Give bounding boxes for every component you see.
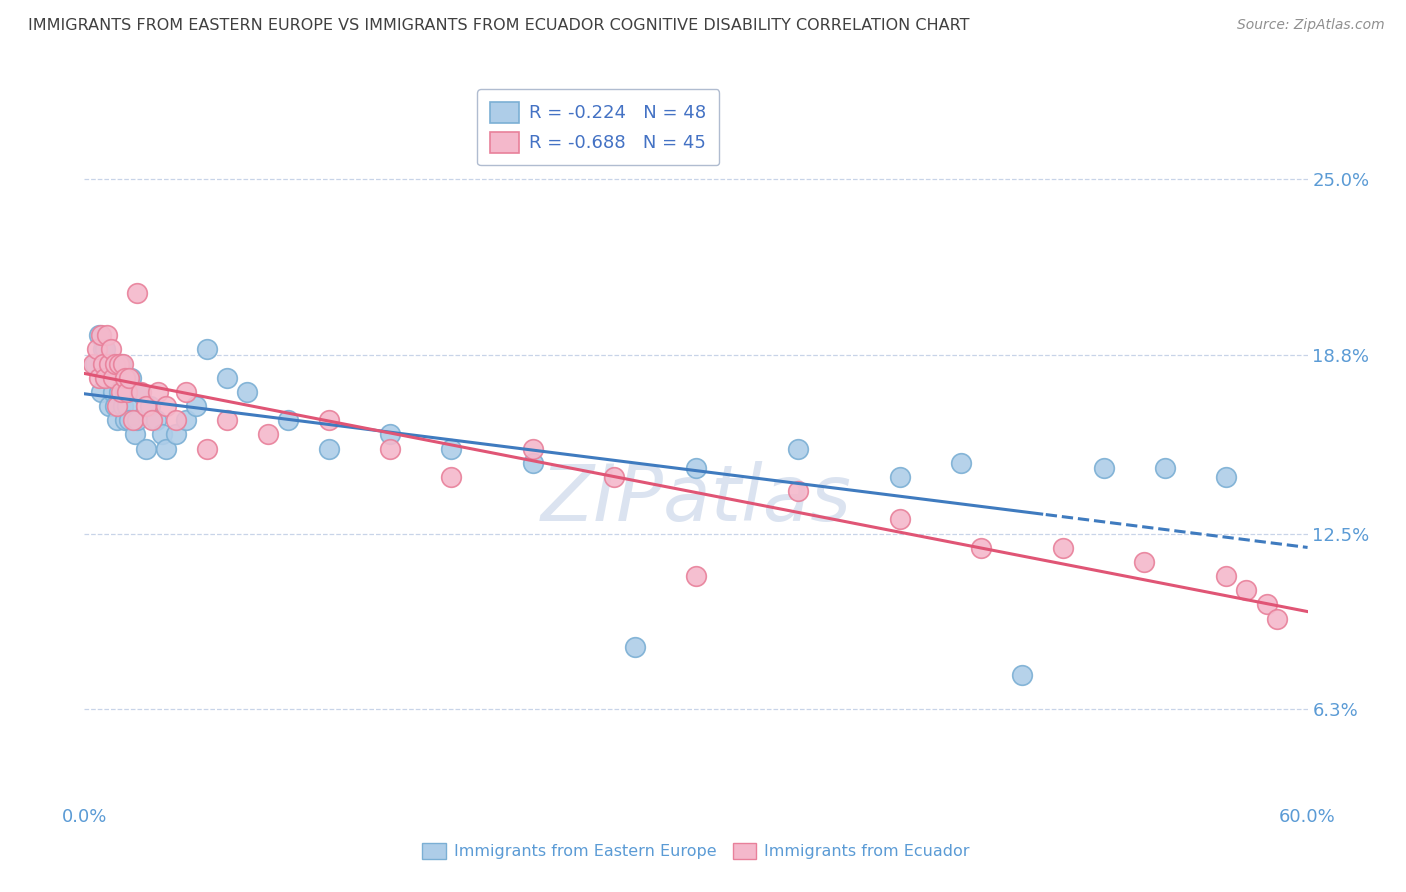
Point — [970, 541, 993, 555]
Point — [603, 470, 626, 484]
Point — [127, 285, 149, 300]
Point — [380, 442, 402, 456]
Point — [112, 399, 135, 413]
Point — [114, 413, 136, 427]
Point — [1215, 470, 1237, 484]
Point — [93, 371, 115, 385]
Point — [87, 328, 110, 343]
Point — [118, 371, 141, 385]
Point — [115, 399, 138, 413]
Point — [277, 413, 299, 427]
Point — [150, 427, 173, 442]
Point — [217, 371, 239, 385]
Point — [146, 384, 169, 399]
Point — [101, 371, 124, 385]
Point — [112, 357, 135, 371]
Point — [174, 413, 197, 427]
Point — [145, 413, 167, 427]
Point — [104, 357, 127, 371]
Point — [128, 384, 150, 399]
Point — [87, 371, 110, 385]
Point — [104, 371, 127, 385]
Point — [93, 343, 115, 357]
Point — [105, 399, 128, 413]
Point — [127, 413, 149, 427]
Point — [122, 413, 145, 427]
Point — [165, 413, 187, 427]
Point — [685, 461, 707, 475]
Point — [101, 384, 124, 399]
Point — [108, 384, 131, 399]
Point — [91, 343, 114, 357]
Point — [1256, 598, 1278, 612]
Point — [114, 384, 136, 399]
Point — [135, 442, 157, 456]
Point — [135, 399, 157, 413]
Point — [83, 357, 105, 371]
Point — [950, 456, 973, 470]
Point — [522, 442, 544, 456]
Point — [155, 442, 177, 456]
Point — [186, 399, 208, 413]
Point — [522, 456, 544, 470]
Text: IMMIGRANTS FROM EASTERN EUROPE VS IMMIGRANTS FROM ECUADOR COGNITIVE DISABILITY C: IMMIGRANTS FROM EASTERN EUROPE VS IMMIGR… — [28, 18, 970, 33]
Point — [90, 328, 112, 343]
Point — [1236, 583, 1258, 598]
Point — [118, 413, 141, 427]
Point — [124, 427, 146, 442]
Text: Source: ZipAtlas.com: Source: ZipAtlas.com — [1237, 18, 1385, 32]
Point — [93, 371, 115, 385]
Point — [120, 371, 142, 385]
Point — [110, 357, 132, 371]
Text: ZIPatlas: ZIPatlas — [540, 461, 852, 537]
Point — [1265, 612, 1288, 626]
Point — [131, 384, 153, 399]
Point — [257, 427, 280, 442]
Point — [1215, 569, 1237, 583]
Point — [86, 343, 108, 357]
Point — [440, 470, 463, 484]
Point — [90, 384, 112, 399]
Point — [1011, 668, 1033, 682]
Point — [318, 442, 340, 456]
Point — [155, 399, 177, 413]
Point — [174, 384, 197, 399]
Point — [195, 442, 218, 456]
Point — [1052, 541, 1074, 555]
Point — [195, 343, 218, 357]
Point — [440, 442, 463, 456]
Point — [889, 470, 911, 484]
Point — [1133, 555, 1156, 569]
Point — [138, 399, 160, 413]
Point — [100, 343, 122, 357]
Point — [105, 413, 128, 427]
Legend: Immigrants from Eastern Europe, Immigrants from Ecuador: Immigrants from Eastern Europe, Immigran… — [413, 835, 979, 867]
Point — [110, 384, 132, 399]
Point — [787, 442, 810, 456]
Point — [97, 357, 120, 371]
Point — [82, 357, 104, 371]
Point — [380, 427, 402, 442]
Point — [100, 357, 122, 371]
Point — [1092, 461, 1115, 475]
Point — [624, 640, 647, 654]
Point — [217, 413, 239, 427]
Point — [787, 484, 810, 499]
Point — [108, 357, 131, 371]
Point — [165, 427, 187, 442]
Point — [104, 399, 127, 413]
Point — [115, 384, 138, 399]
Point — [685, 569, 707, 583]
Point — [318, 413, 340, 427]
Point — [97, 399, 120, 413]
Point — [96, 328, 118, 343]
Point — [91, 357, 114, 371]
Point — [114, 371, 136, 385]
Point — [236, 384, 259, 399]
Point — [1154, 461, 1177, 475]
Point — [141, 413, 163, 427]
Point — [889, 512, 911, 526]
